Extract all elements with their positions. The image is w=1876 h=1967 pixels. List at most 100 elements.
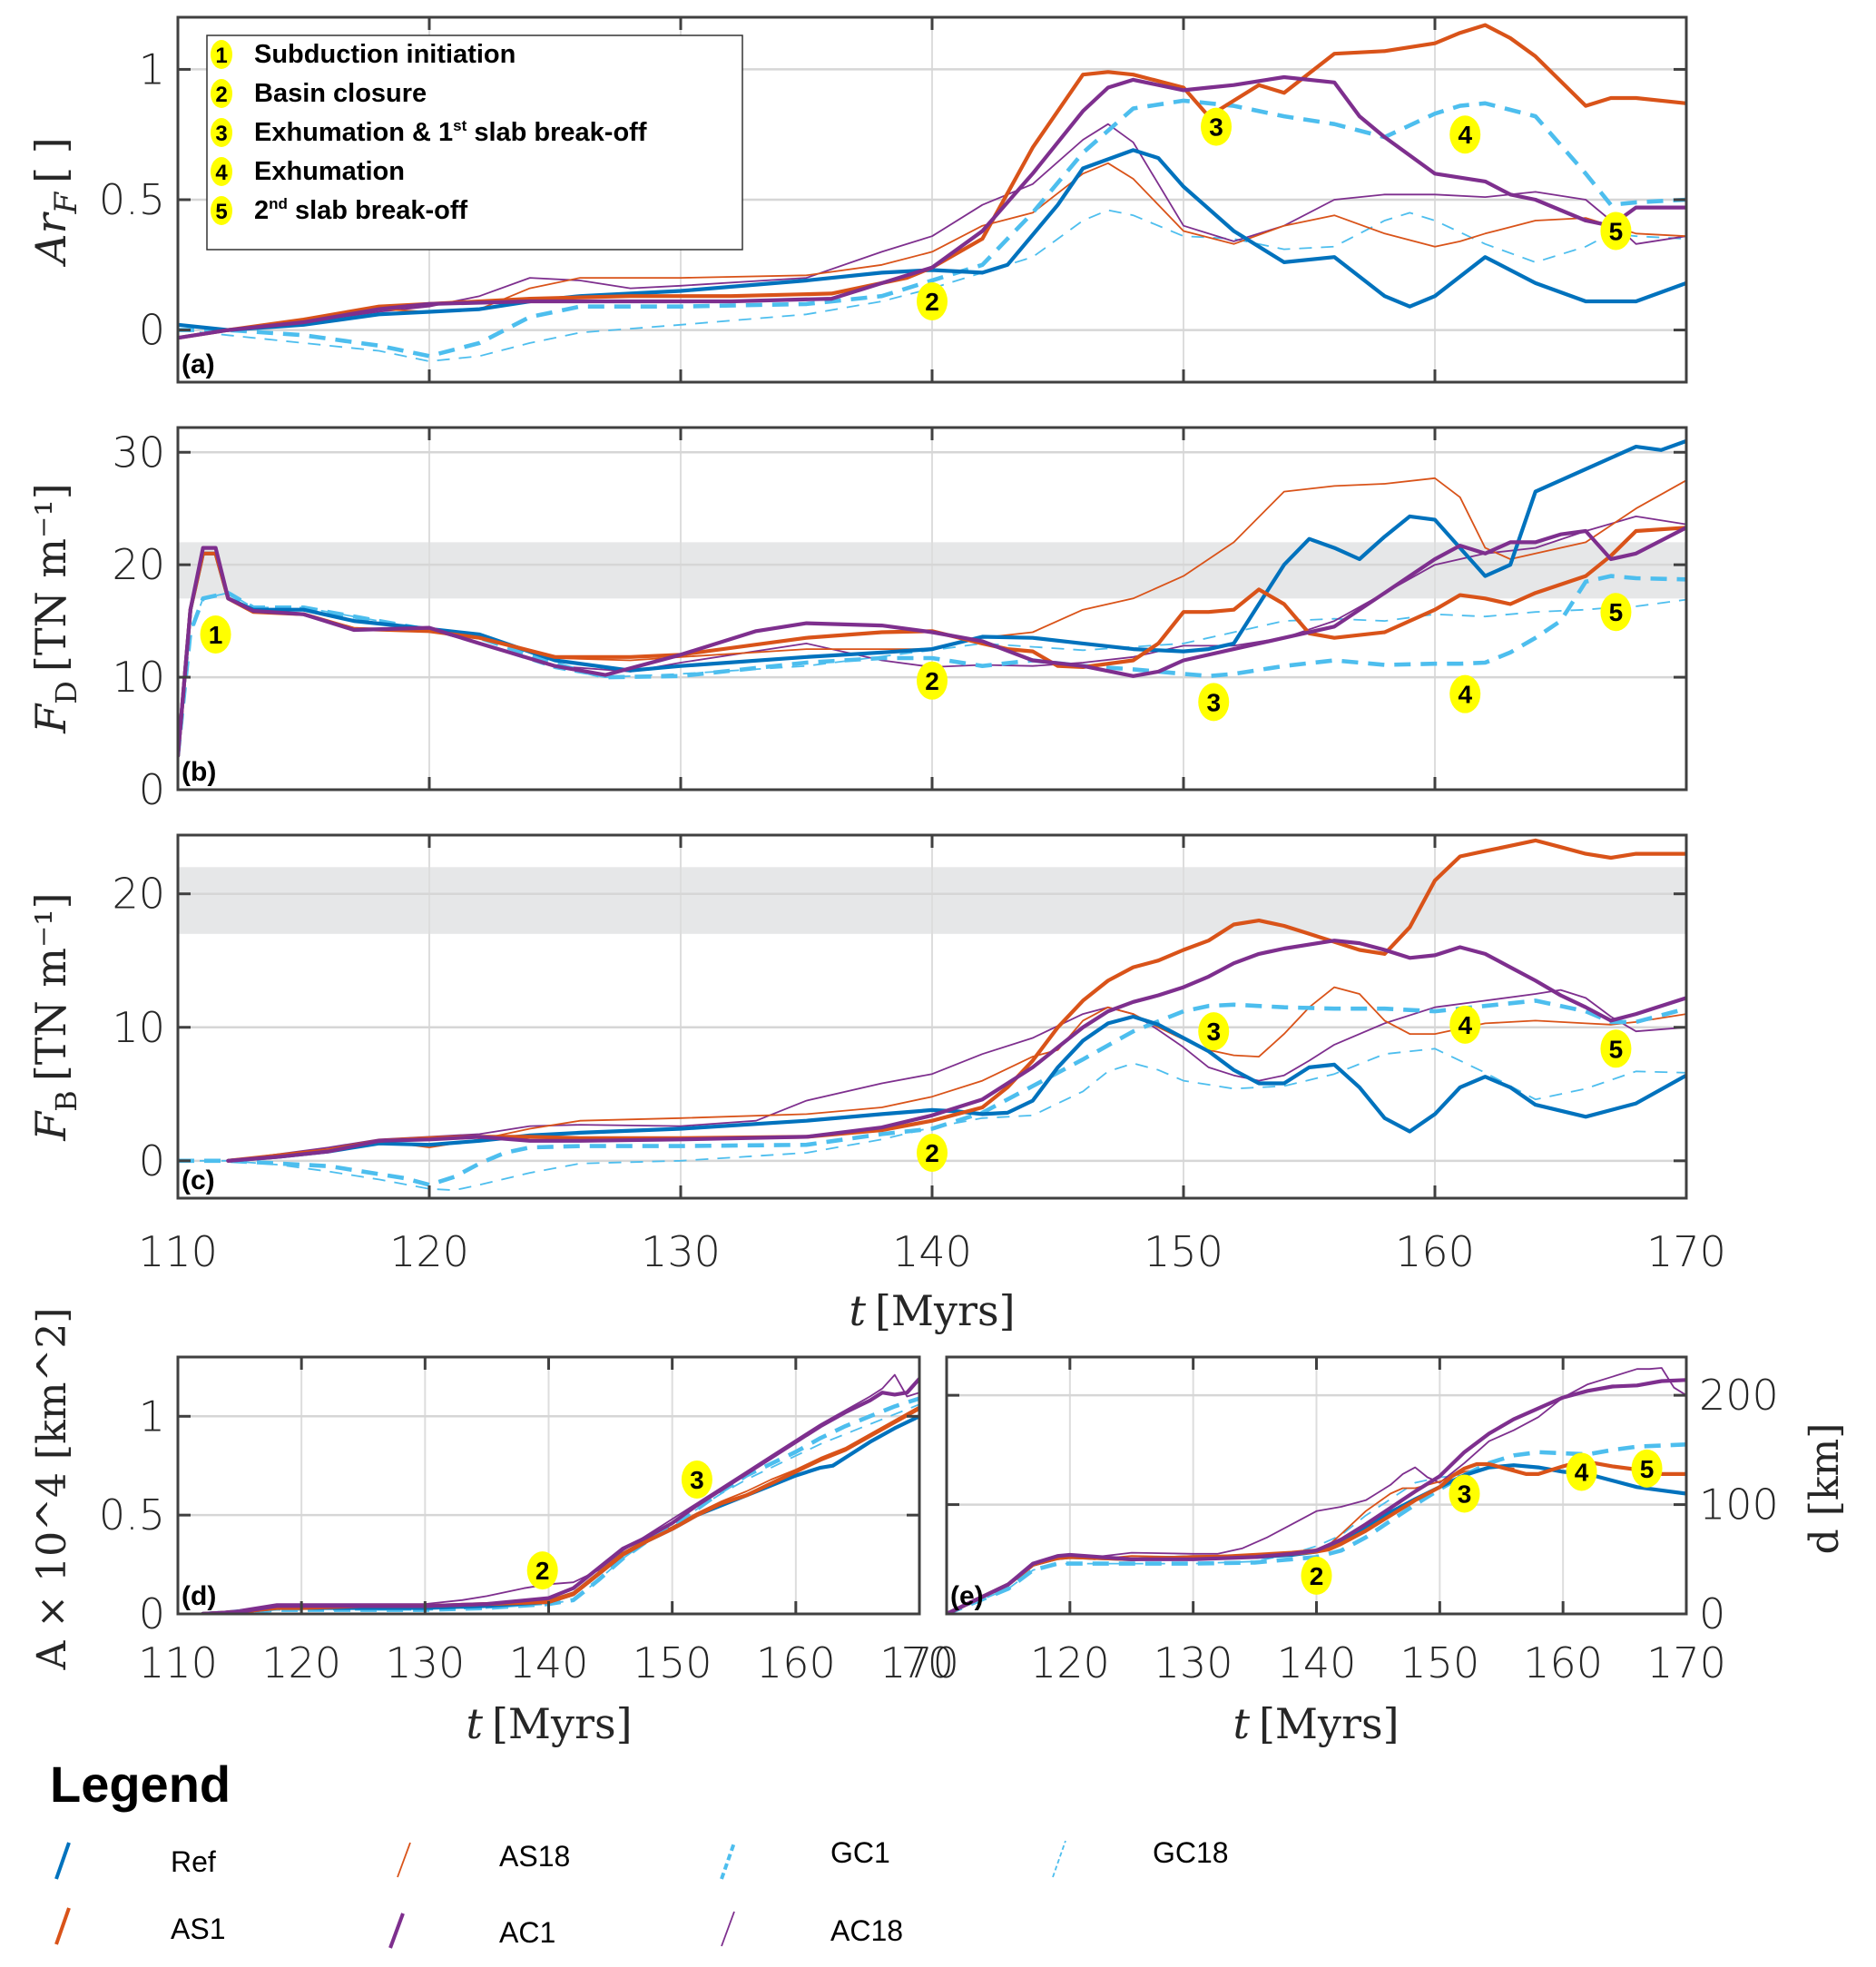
- y-label-main: Ar: [26, 211, 75, 267]
- legend-item-ac18: AC18: [721, 1911, 903, 1947]
- event-legend-item-5: 5 2nd slab break-off: [211, 195, 467, 225]
- event-marker-2: 2: [917, 1134, 948, 1172]
- event-marker-3: 3: [1201, 107, 1233, 146]
- y-tick-label: 100: [1699, 1480, 1779, 1529]
- event-marker-label: 3: [1209, 113, 1223, 142]
- legend-label: Ref: [171, 1845, 216, 1878]
- x-tick-label: 140: [892, 1227, 972, 1276]
- legend-label: AS18: [499, 1840, 570, 1873]
- y-label-main: F: [26, 703, 75, 734]
- event-marker-icon: [681, 1460, 712, 1499]
- legend-line-swatch: [721, 1911, 735, 1947]
- event-marker-icon: [1201, 107, 1233, 146]
- series-line-ref: [178, 438, 1686, 758]
- event-marker-3: 3: [681, 1460, 712, 1499]
- event-marker-label: 5: [1609, 598, 1624, 626]
- event-marker-label: 3: [690, 1466, 704, 1494]
- series-line-gc18: [178, 209, 1686, 362]
- legend-item-gc1: GC1: [720, 1836, 890, 1880]
- series-line-ref: [178, 148, 1686, 332]
- event-marker-icon: [1631, 1449, 1663, 1488]
- event-marker-3: 3: [1198, 1012, 1230, 1051]
- x-tick-label: 130: [385, 1638, 465, 1687]
- event-num: 3: [215, 122, 227, 146]
- legend-line-swatch: [54, 1842, 71, 1880]
- event-num: 5: [215, 200, 227, 224]
- legend-line-swatch: [397, 1842, 411, 1878]
- y-label-main: F: [26, 1110, 75, 1142]
- x-tick-label: 110: [138, 1638, 218, 1687]
- event-marker-icon: [917, 661, 948, 700]
- event-marker-icon: [211, 196, 232, 225]
- event-marker-icon: [1449, 1474, 1480, 1513]
- x-tick-label: 120: [389, 1227, 469, 1276]
- x-tick-label: 150: [1144, 1227, 1223, 1276]
- event-marker-3: 3: [1449, 1474, 1480, 1513]
- event-marker-icon: [211, 79, 232, 108]
- event-marker-label: 4: [1458, 121, 1472, 149]
- x-tick-label: 120: [1030, 1638, 1110, 1687]
- x-axis-label-d: t [Myrs]: [466, 1699, 632, 1748]
- event-text: Basin closure: [254, 79, 427, 108]
- y-tick-label: 20: [112, 540, 165, 589]
- panel-label: (c): [182, 1165, 215, 1195]
- event-num: 2: [215, 83, 227, 107]
- legend-label: AC18: [830, 1914, 903, 1947]
- series-line-ref: [226, 1014, 1686, 1163]
- event-marker-icon: [526, 1551, 558, 1590]
- x-tick-label: 70: [900, 1638, 954, 1687]
- event-marker-label: 5: [1609, 217, 1624, 245]
- event-legend-item-1: 1 Subduction initiation: [211, 40, 516, 69]
- panel-label: (d): [182, 1581, 216, 1611]
- x-tick-label: 160: [756, 1638, 836, 1687]
- panel-c: 0 10 20 110 120 130 140 150 160 170 (c) 2 3 4 5: [112, 833, 1726, 1276]
- event-legend-box: [206, 34, 743, 251]
- x-axis-unit: [Myrs]: [1259, 1699, 1400, 1748]
- event-text-sup: nd: [269, 195, 288, 212]
- series-line-ac18: [178, 123, 1686, 339]
- event-marker-icon: [917, 1134, 948, 1172]
- event-marker-4: 4: [1449, 674, 1481, 713]
- y-label-unit: [ ]: [26, 137, 75, 183]
- y-tick-label: 0: [139, 1589, 165, 1638]
- y-tick-label: 1: [139, 44, 165, 93]
- panel-label: (a): [182, 349, 215, 379]
- panel-b: 0 10 20 30 (b) 1 2 3 4 5: [112, 426, 1688, 814]
- event-marker-5: 5: [1600, 1029, 1632, 1068]
- event-marker-icon: [1600, 1029, 1632, 1068]
- series-legend: Legend Ref AS1 AS18 AC1 GC1 AC18 GC18: [50, 1756, 1229, 1949]
- series-line-ac1: [947, 1378, 1686, 1614]
- event-marker-label: 3: [1206, 688, 1221, 716]
- y-tick-label: 20: [112, 870, 165, 919]
- y-tick-label: 0: [139, 765, 165, 814]
- x-axis-label-e: t [Myrs]: [1233, 1699, 1399, 1748]
- x-axis-label-main: t [Myrs]: [849, 1286, 1015, 1335]
- y-tick-label: 0: [139, 1136, 165, 1185]
- event-marker-5: 5: [1600, 593, 1632, 632]
- series-line-ac1: [178, 74, 1686, 340]
- x-axis-unit: [Myrs]: [492, 1699, 633, 1748]
- y-tick-label: 10: [112, 653, 165, 702]
- event-marker-icon: [211, 118, 232, 147]
- y-axis-label-b: FD [TN m⁻¹]: [26, 483, 83, 733]
- legend-label: AC1: [499, 1916, 555, 1949]
- x-tick-label: 120: [261, 1638, 341, 1687]
- x-tick-label: 170: [1646, 1227, 1726, 1276]
- x-tick-label: 150: [1400, 1638, 1479, 1687]
- event-marker-1: 1: [200, 615, 231, 654]
- event-marker-4: 4: [1566, 1452, 1597, 1491]
- panel-label: (b): [182, 757, 216, 787]
- event-marker-label: 4: [1575, 1458, 1589, 1486]
- event-marker-5: 5: [1600, 211, 1632, 251]
- event-marker-icon: [1449, 115, 1481, 154]
- event-marker-label: 2: [925, 667, 939, 695]
- y-axis-label-d: A × 10^4 [km^2]: [29, 1307, 75, 1670]
- legend-item-gc18: GC18: [1052, 1836, 1229, 1878]
- x-tick-label: 150: [633, 1638, 712, 1687]
- event-marker-icon: [1600, 211, 1632, 251]
- event-text: Exhumation & 1st slab break-off: [254, 117, 647, 147]
- event-marker-2: 2: [1301, 1556, 1332, 1595]
- event-text-post: slab break-off: [467, 118, 647, 147]
